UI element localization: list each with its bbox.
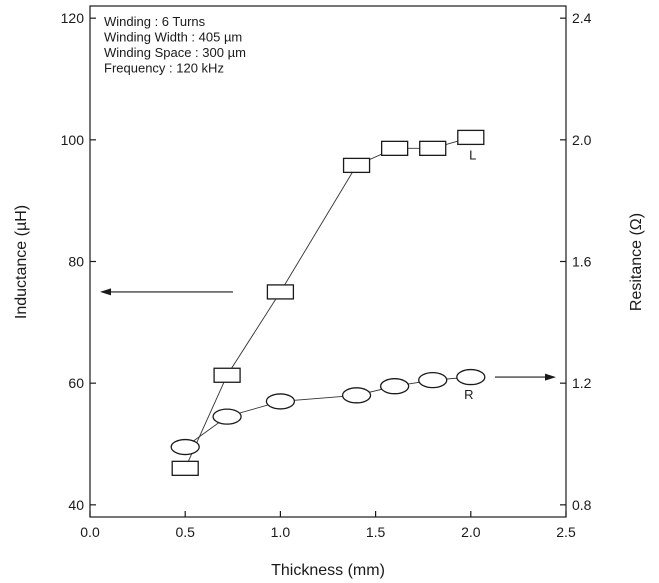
series-label-R: R xyxy=(464,387,473,402)
data-point-L xyxy=(213,367,241,383)
data-point-L xyxy=(171,460,199,476)
data-point-R xyxy=(418,371,448,389)
data-point-R xyxy=(170,438,200,456)
data-point-L xyxy=(380,140,409,157)
y-left-tick-label: 40 xyxy=(68,497,84,513)
annotation-line: Winding Width : 405 µm xyxy=(104,30,242,45)
y-right-tick-label: 0.8 xyxy=(572,497,592,513)
y-left-axis-title: Inductance (µH) xyxy=(13,205,30,319)
y-left-tick-label: 100 xyxy=(61,132,85,148)
data-point-R xyxy=(341,387,372,404)
left-arrowhead xyxy=(100,288,111,296)
x-tick-label: 2.0 xyxy=(461,524,481,540)
y-right-axis-title: Resitance (Ω) xyxy=(628,213,645,311)
y-right-tick-label: 1.2 xyxy=(572,375,592,391)
x-tick-label: 1.0 xyxy=(271,524,291,540)
y-right-tick-label: 2.0 xyxy=(572,132,592,148)
y-left-tick-label: 80 xyxy=(68,254,84,270)
annotation-line: Winding : 6 Turns xyxy=(104,14,206,29)
y-right-tick-label: 1.6 xyxy=(572,254,592,270)
y-left-tick-label: 120 xyxy=(61,10,85,26)
x-tick-label: 1.5 xyxy=(366,524,386,540)
annotation-line: Frequency : 120 kHz xyxy=(104,61,224,76)
series-label-L: L xyxy=(469,147,476,162)
data-point-L xyxy=(342,157,371,174)
x-axis-title: Thickness (mm) xyxy=(271,562,385,579)
data-point-R xyxy=(212,408,242,425)
plot-frame xyxy=(89,5,567,518)
y-left-tick-label: 60 xyxy=(68,375,84,391)
y-right-tick-label: 2.4 xyxy=(572,10,592,26)
annotation-line: Winding Space : 300 µm xyxy=(104,45,246,60)
x-tick-label: 0.0 xyxy=(80,524,100,540)
axis-arrows xyxy=(100,288,556,381)
right-arrowhead xyxy=(545,373,556,381)
data-point-R xyxy=(265,393,296,410)
data-point-R xyxy=(456,368,486,386)
data-point-R xyxy=(379,378,410,395)
data-point-L xyxy=(457,129,485,146)
data-point-L xyxy=(419,140,447,157)
data-point-L xyxy=(266,284,295,300)
axes: 0.0 0.5 1.0 1.5 2.0 2.5 40 60 80 100 120 0.8 1.2 1.6 2… xyxy=(61,10,592,540)
x-tick-label: 2.5 xyxy=(556,524,576,540)
series-markers: LR xyxy=(170,129,486,476)
x-tick-label: 0.5 xyxy=(175,524,195,540)
